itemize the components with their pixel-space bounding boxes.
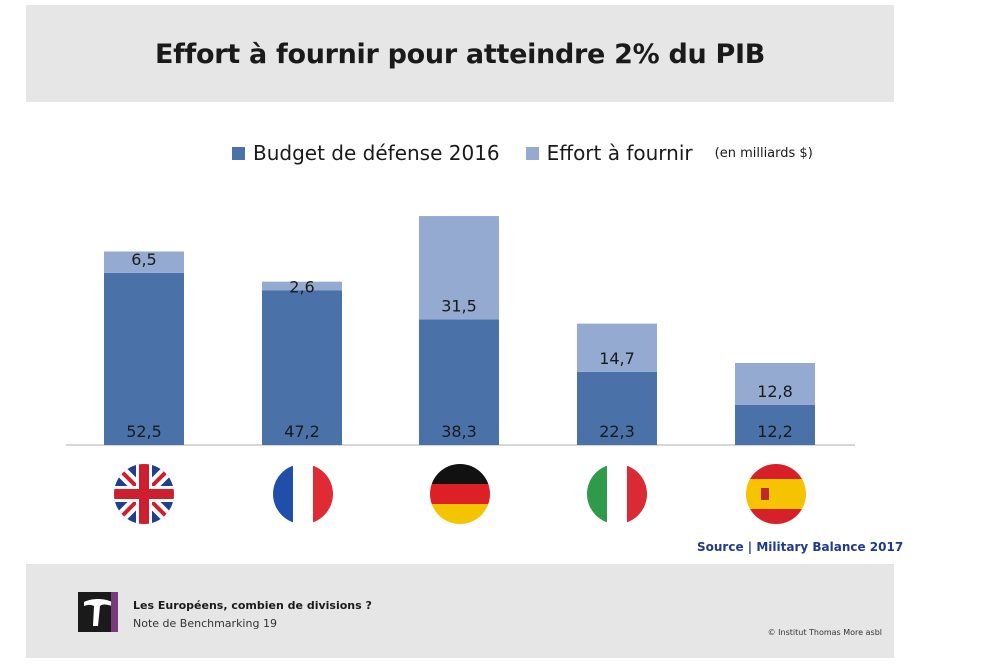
bar-budget (262, 290, 342, 445)
footer-title: Les Européens, combien de divisions ? (133, 599, 372, 612)
label-budget: 12,2 (757, 422, 793, 441)
bar-budget (419, 319, 499, 445)
unit-label: (en milliards $) (714, 145, 813, 161)
institut-thomas-more-logo (78, 592, 118, 632)
chart-header: Effort à fournir pour atteindre 2% du PI… (26, 5, 894, 102)
bar-effort (104, 251, 184, 273)
footer-subtitle: Note de Benchmarking 19 (133, 617, 277, 630)
bar-effort (419, 216, 499, 320)
legend-label-budget: Budget de défense 2016 (253, 141, 500, 165)
germany-flag-icon (430, 464, 490, 524)
label-effort: 14,7 (599, 349, 635, 368)
chart-title: Effort à fournir pour atteindre 2% du PI… (154, 39, 766, 70)
france-flag-icon (273, 464, 333, 524)
bar-effort (735, 363, 815, 405)
legend-swatch-effort (525, 146, 539, 160)
label-effort: 6,5 (131, 250, 156, 269)
label-effort: 31,5 (441, 296, 477, 315)
bar-budget (577, 371, 657, 445)
footer-panel: Les Européens, combien de divisions ? No… (26, 564, 894, 658)
legend-item-budget: Budget de défense 2016 (232, 141, 500, 165)
label-budget: 38,3 (441, 422, 477, 441)
label-budget: 52,5 (126, 422, 162, 441)
legend-item-effort: Effort à fournir (525, 141, 693, 165)
bar-budget (104, 272, 184, 445)
source-label: Source | Military Balance 2017 (697, 540, 904, 554)
label-effort: 12,8 (757, 382, 793, 401)
label-effort: 2,6 (289, 278, 314, 297)
italy-flag-icon (587, 464, 647, 524)
uk-flag-icon (114, 464, 174, 524)
bar-effort (262, 281, 342, 291)
spain-flag-icon (746, 464, 806, 524)
bar-budget (735, 404, 815, 445)
label-budget: 47,2 (284, 422, 320, 441)
label-budget: 22,3 (599, 422, 635, 441)
legend-swatch-budget (232, 146, 245, 160)
bar-effort (577, 323, 657, 372)
chart-legend: Budget de défense 2016 Effort à fournir … (232, 140, 813, 166)
legend-label-effort: Effort à fournir (546, 141, 693, 165)
copyright-label: © Institut Thomas More asbl (767, 628, 882, 637)
